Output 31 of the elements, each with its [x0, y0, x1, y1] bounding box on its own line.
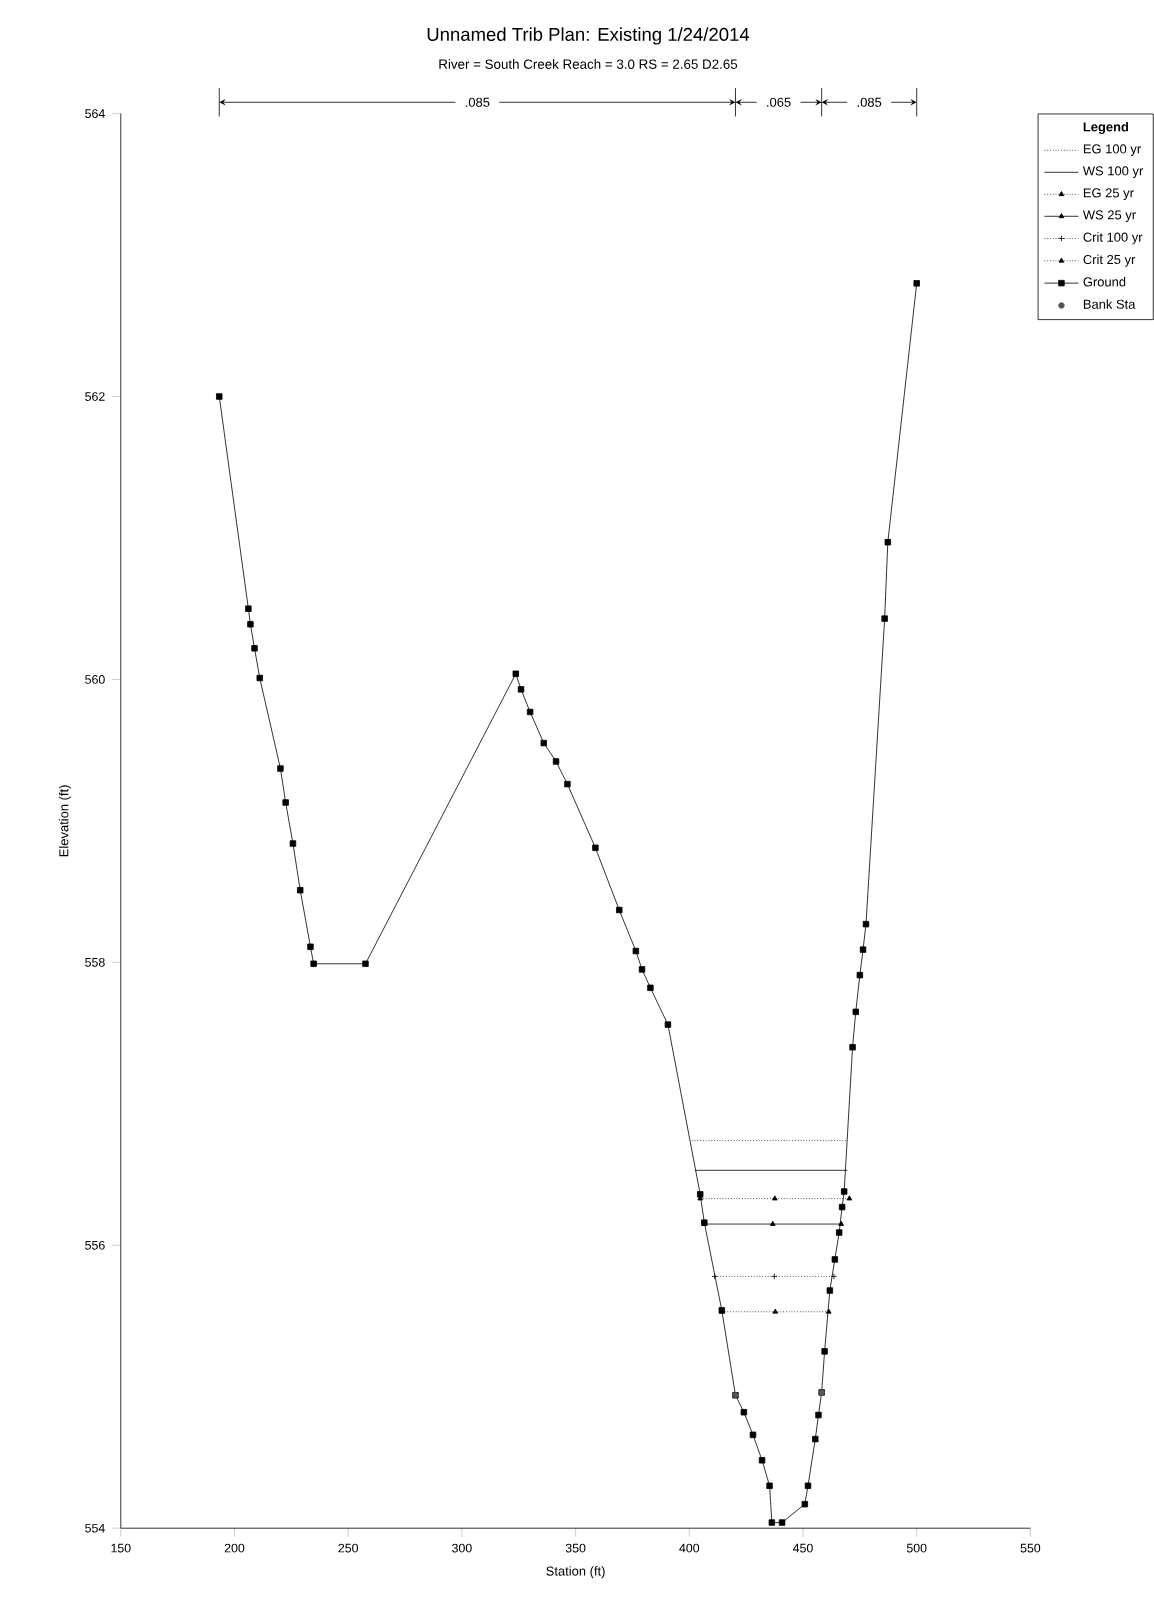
chart-subtitle: River = South Creek Reach = 3.0 RS = 2.65 D2.65	[439, 59, 738, 69]
legend-label: Crit 25 yr	[1083, 254, 1136, 267]
x-tick-label: 300	[452, 1543, 472, 1553]
chart-title: Unnamed Trib Plan: Existing 1/24/2014	[427, 27, 750, 45]
legend-label: WS 100 yr	[1082, 166, 1144, 179]
x-tick-label: 250	[338, 1543, 359, 1553]
legend-label: WS 25 yr	[1082, 210, 1136, 223]
x-tick-label: 200	[224, 1543, 245, 1553]
legend-label: EG 25 yr	[1083, 188, 1134, 201]
text: .085	[465, 97, 490, 107]
x-tick-label: 550	[1020, 1543, 1041, 1553]
x-tick-label: 500	[906, 1543, 927, 1553]
x-tick-label: 400	[679, 1543, 700, 1553]
y-tick-label: 564	[85, 109, 105, 118]
y-tick-label: 562	[85, 392, 105, 401]
x-tick-label: 150	[111, 1543, 131, 1553]
legend-label: Ground	[1083, 276, 1126, 287]
x-tick-label: 350	[565, 1543, 586, 1553]
legend-label: EG 100 yr	[1083, 144, 1141, 157]
legend-label: Bank Sta	[1083, 299, 1136, 309]
text: .065	[767, 97, 791, 107]
text: .085	[857, 97, 882, 107]
y-tick-label: 558	[85, 957, 105, 967]
y-axis-title: Elevation (ft)	[58, 785, 71, 857]
legend-label: Crit 100 yr	[1083, 232, 1143, 245]
legend-title: Legend	[1083, 121, 1129, 135]
x-axis-title: Station (ft)	[546, 1566, 605, 1579]
y-tick-label: 556	[85, 1240, 105, 1250]
x-tick-label: 450	[792, 1543, 813, 1553]
y-tick-label: 560	[85, 675, 105, 684]
y-tick-label: 554	[85, 1523, 105, 1533]
